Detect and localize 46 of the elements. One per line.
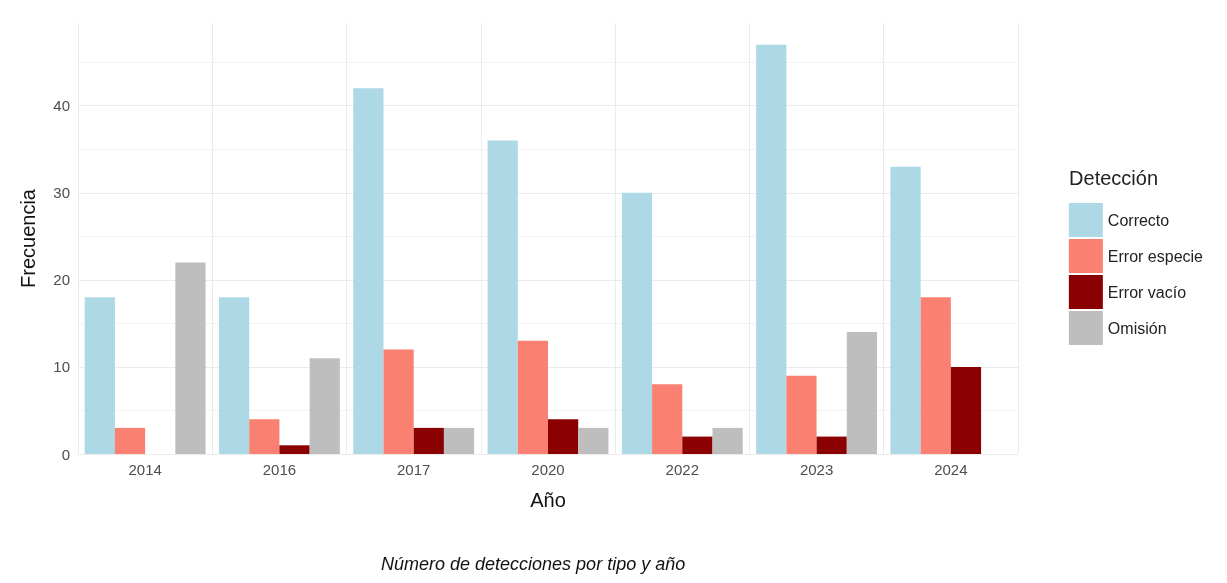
y-tick-label: 10 xyxy=(53,358,70,376)
x-tick-label: 2014 xyxy=(128,461,162,478)
bar xyxy=(920,297,951,454)
bar xyxy=(443,427,475,454)
bar xyxy=(816,436,847,454)
x-tick-label: 2023 xyxy=(799,461,834,478)
y-tick-label: 20 xyxy=(53,271,70,289)
bar xyxy=(249,419,280,454)
bar xyxy=(309,358,340,454)
legend-label: Error especie xyxy=(1107,247,1204,265)
x-tick-label: 2020 xyxy=(531,461,565,478)
bar xyxy=(846,332,877,454)
bar xyxy=(578,427,609,454)
legend-label: Correcto xyxy=(1107,211,1170,229)
bar xyxy=(353,88,384,454)
bar xyxy=(279,445,310,454)
bar xyxy=(84,297,115,454)
y-tick-label: 0 xyxy=(61,445,70,463)
legend-title: Detección xyxy=(1069,167,1158,189)
y-tick-label: 40 xyxy=(53,97,70,115)
bar xyxy=(548,419,579,454)
bar xyxy=(383,349,414,454)
bar xyxy=(652,384,683,454)
x-tick-label: 2024 xyxy=(934,461,968,478)
bar xyxy=(114,427,146,454)
bar xyxy=(517,340,548,454)
x-tick-label: 2016 xyxy=(262,461,297,478)
bar xyxy=(756,44,787,454)
bar xyxy=(175,262,206,454)
bar xyxy=(712,427,743,454)
bar xyxy=(219,297,250,454)
y-axis-title: Frecuencia xyxy=(17,188,39,288)
bar xyxy=(950,366,982,454)
x-tick-label: 2017 xyxy=(397,461,431,478)
text: Número de detecciones por tipo y año xyxy=(381,554,686,574)
legend-label: Omisión xyxy=(1107,319,1167,337)
x-tick-label: 2022 xyxy=(665,461,699,478)
bar xyxy=(786,375,817,454)
bar xyxy=(487,140,518,454)
bar xyxy=(890,166,921,454)
bar xyxy=(413,427,444,454)
bar xyxy=(621,192,653,454)
legend-label: Error vacío xyxy=(1107,283,1187,301)
y-tick-label: 30 xyxy=(53,184,70,202)
x-axis-title: Año xyxy=(530,489,566,511)
bar xyxy=(682,436,713,454)
